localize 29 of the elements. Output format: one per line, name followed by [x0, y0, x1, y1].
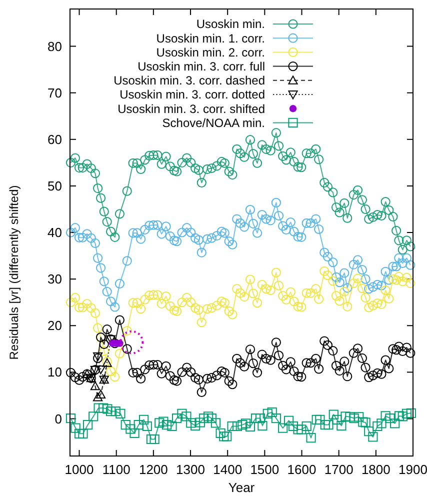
legend-label: Usoskin min. 3. corr. shifted: [118, 102, 265, 116]
legend-label: Usoskin min.: [196, 17, 265, 32]
y-tick-label: 30: [48, 272, 62, 287]
y-tick-label: 10: [48, 364, 62, 380]
x-tick-label: 1800: [361, 462, 390, 477]
y-tick-label: 60: [48, 132, 62, 147]
legend-label: Usoskin min. 3. corr. dotted: [120, 88, 265, 102]
y-tick-label: 80: [48, 38, 62, 54]
y-tick-label: 40: [48, 225, 62, 240]
x-axis-title: Year: [228, 480, 256, 495]
x-tick-label: 1700: [324, 462, 354, 477]
x-tick-label: 1600: [287, 462, 316, 477]
legend-label: Usoskin min. 1. corr.: [156, 31, 265, 46]
x-tick-label: 1300: [176, 462, 205, 477]
x-tick-label: 1500: [250, 462, 280, 477]
legend-label: Schove/NOAA min.: [162, 116, 265, 130]
legend-label: Usoskin min. 2. corr.: [156, 45, 265, 60]
y-tick-label: 70: [48, 85, 62, 100]
y-tick-label: 50: [48, 178, 62, 194]
x-tick-label: 1000: [64, 462, 94, 477]
x-tick-label: 1100: [102, 462, 130, 477]
x-tick-label: 1200: [138, 462, 168, 477]
x-tick-label: 1400: [213, 462, 242, 477]
y-axis-title: Residuals [yr] (differently shifted): [7, 185, 21, 360]
legend-label: Usoskin min. 3. corr. full: [138, 60, 265, 74]
legend-label: Usoskin min. 3. corr. dashed: [114, 74, 265, 88]
x-tick-label: 1900: [398, 462, 427, 477]
y-tick-label: 0: [54, 411, 62, 426]
y-tick-label: 20: [48, 318, 62, 334]
